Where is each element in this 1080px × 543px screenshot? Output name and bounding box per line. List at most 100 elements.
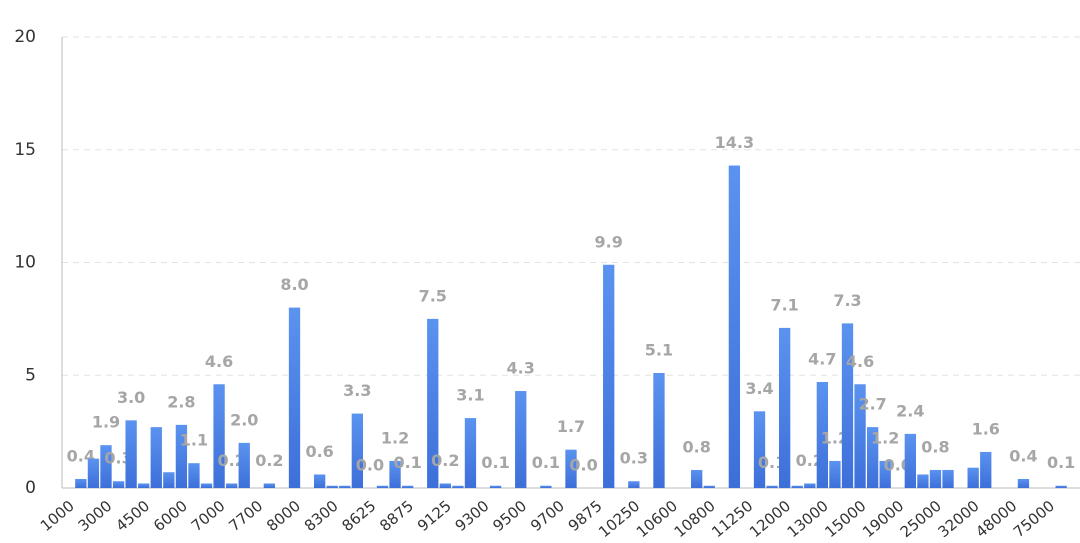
bar [816,382,829,488]
bar [163,472,175,488]
data-label: 8.0 [280,275,308,294]
data-label: 4.3 [507,359,535,378]
bar [138,483,150,488]
x-tick-label: 8300 [301,497,342,535]
data-label: 1.6 [972,419,1000,438]
bar [753,411,766,488]
bar [150,427,162,488]
data-label: 0.1 [393,453,421,472]
data-label: 3.3 [343,381,371,400]
data-label: 0.3 [620,449,648,468]
bar [980,451,992,488]
bar [238,442,250,488]
x-tick-label: 13000 [784,497,832,541]
data-label: 1.9 [92,413,120,432]
bar [967,467,979,488]
data-label: 14.3 [715,133,754,152]
bar [464,418,477,488]
bar [288,307,301,488]
data-label: 0.1 [481,453,509,472]
data-label: 4.7 [808,350,836,369]
bar [691,469,703,488]
data-label: 0.4 [1009,446,1037,465]
bar [879,460,891,488]
bar [728,165,741,488]
data-label: 1.2 [381,428,409,447]
bar [226,483,238,488]
y-tick-label: 10 [14,253,36,273]
bar [791,485,803,488]
data-label: 2.8 [167,392,195,411]
bar [804,483,816,488]
data-label: 2.4 [896,401,924,420]
bar [351,413,364,488]
data-label: 3.1 [456,386,484,405]
x-tick-label: 8875 [376,497,417,535]
bar [263,483,276,488]
x-tick-label: 7700 [225,497,266,535]
bar [326,485,338,488]
x-tick-label: 9700 [527,497,568,535]
bar [778,327,791,488]
bar [401,485,414,488]
bar [854,384,866,488]
data-label: 0.8 [683,437,711,456]
data-label: 0.2 [255,451,283,470]
bar [389,460,401,488]
bar [917,474,929,488]
x-tick-label: 12000 [746,497,794,541]
bar [866,427,879,488]
bar [87,458,100,488]
data-label: 7.3 [833,291,861,310]
x-tick-label: 75000 [1010,497,1058,541]
x-tick-label: 25000 [897,497,945,541]
data-label: 0.1 [1047,453,1075,472]
bar [565,449,577,488]
x-tick-label: 4500 [112,497,153,535]
bar [125,420,137,488]
bar [942,469,954,488]
bar [213,384,225,488]
data-label: 2.7 [858,395,886,414]
y-tick-label: 15 [14,140,36,160]
x-tick-label: 48000 [972,497,1020,541]
data-label: 9.9 [595,232,623,251]
bar [188,463,200,488]
x-tick-label: 8625 [339,497,380,535]
data-label: 4.6 [846,352,874,371]
x-tick-label: 9300 [452,497,493,535]
bar [1055,485,1067,488]
bar [766,485,778,488]
y-tick-label: 0 [25,478,36,498]
bar [313,474,326,488]
data-label: 0.1 [532,453,560,472]
data-label: 0.0 [356,456,384,475]
bar [628,481,640,488]
x-tick-label: 9500 [489,497,530,535]
y-tick-label: 5 [25,365,36,385]
x-tick-label: 7000 [188,497,229,535]
bar [929,469,942,488]
y-tick-label: 20 [14,27,36,47]
data-label: 7.5 [419,286,447,305]
data-label: 4.6 [205,352,233,371]
bar [339,485,351,488]
bar [175,424,188,488]
bar [376,485,389,488]
x-tick-label: 11250 [708,497,756,541]
bar [904,433,916,488]
data-label: 0.2 [431,451,459,470]
data-label: 2.0 [230,410,258,429]
data-label: 1.7 [557,417,585,436]
data-label: 0.8 [921,437,949,456]
data-label: 7.1 [770,295,798,314]
data-label: 1.2 [871,428,899,447]
x-tick-label: 3000 [75,497,116,535]
bar [439,483,451,488]
bar [540,485,552,488]
x-tick-label: 6000 [150,497,191,535]
x-tick-label: 32000 [935,497,983,541]
x-tick-label: 19000 [859,497,907,541]
bar [515,391,527,488]
